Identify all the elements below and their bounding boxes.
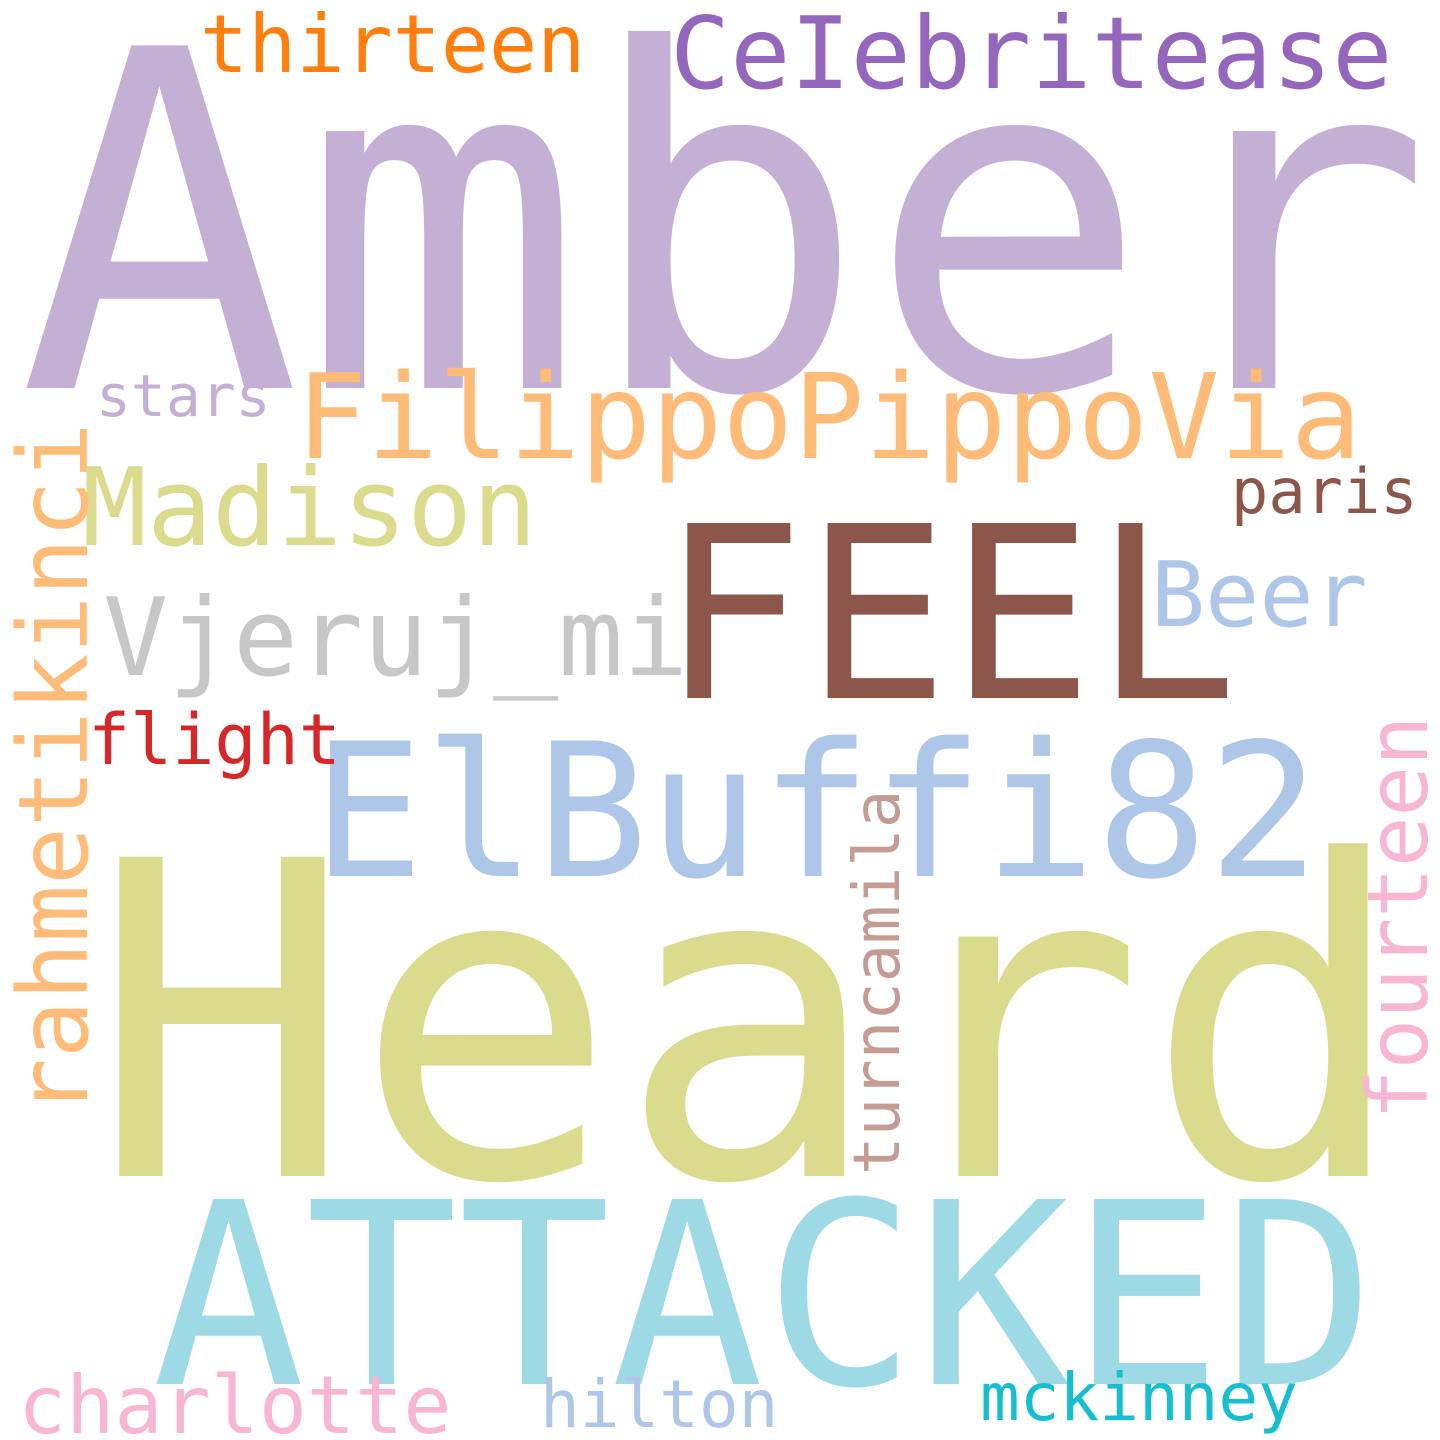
word-thirteen: thirteen: [200, 0, 586, 91]
word-flight: flight: [88, 699, 341, 781]
word-paris: paris: [1231, 455, 1418, 528]
word-beer: Beer: [1151, 543, 1368, 648]
word-elbuffi82: ElBuffi82: [312, 703, 1320, 920]
word-amber: Amber: [18, 0, 1433, 499]
word-feel: FEEL: [660, 475, 1238, 755]
word-filippopippovia: FilippoPippoVia: [296, 348, 1362, 486]
word-attacked: ATTACKED: [152, 1148, 1376, 1440]
word-mckinney: mckinney: [980, 1359, 1298, 1436]
word-hilton: hilton: [540, 1366, 779, 1440]
word-celebritease: CeIebritease: [670, 0, 1393, 112]
word-heard: Heard: [90, 770, 1409, 1280]
word-charlotte: charlotte: [18, 1359, 452, 1440]
word-stars: stars: [96, 362, 271, 430]
word-turncamila: turncamila: [841, 789, 915, 1175]
word-madison: Madison: [82, 446, 538, 571]
word-rahmetikinci: rahmetikinci: [0, 422, 110, 1116]
word-fourteen: fourteen: [1349, 715, 1440, 1120]
word-vjeruj-mi: Vjeruj_mi: [103, 576, 689, 701]
